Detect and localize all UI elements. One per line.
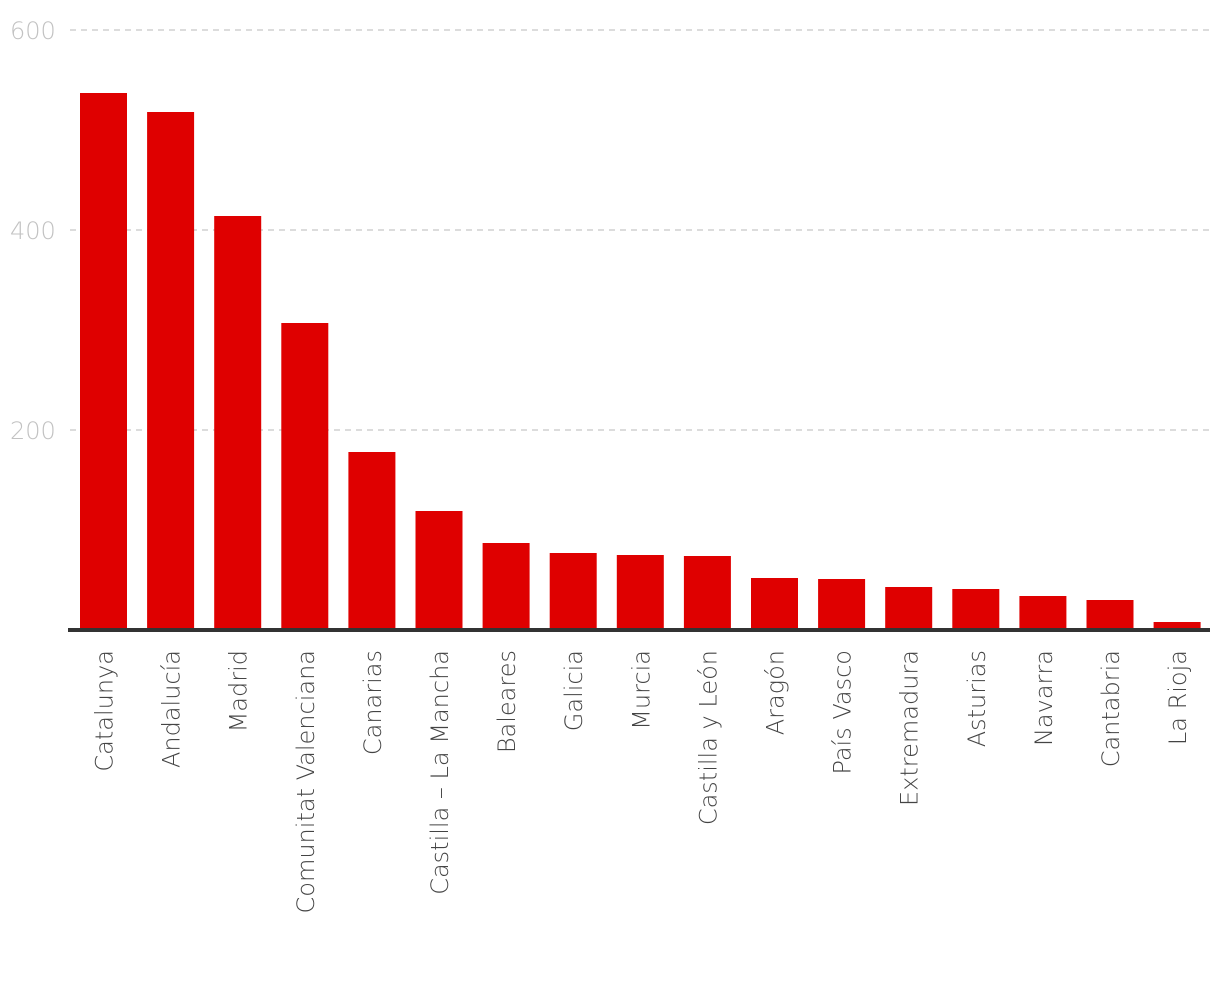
x-tick-label: Galicia [560, 650, 588, 731]
bar-navarra [1019, 596, 1067, 630]
x-tick-label: Extremadura [896, 650, 924, 806]
y-tick-label: 200 [10, 417, 56, 445]
x-tick-label: Catalunya [91, 650, 119, 772]
x-tick-label: Madrid [225, 650, 253, 732]
bar-galicia [549, 553, 597, 630]
x-tick-label: Comunitat Valenciana [292, 650, 320, 913]
x-tick-label: Aragón [762, 650, 790, 735]
bar-baleares [482, 543, 530, 630]
x-tick-label: Castilla – La Mancha [426, 650, 454, 895]
x-tick-label: Canarias [359, 650, 387, 755]
x-tick-label: Baleares [493, 650, 521, 753]
x-tick-label: Castilla y León [694, 650, 722, 825]
x-tick-label: Cantabria [1097, 650, 1125, 767]
bar-arag-n [751, 578, 798, 630]
y-tick-label: 600 [10, 17, 56, 45]
bar-pa-s-vasco [818, 579, 866, 630]
x-tick-label: País Vasco [829, 650, 857, 775]
x-tick-label: Murcia [627, 650, 655, 730]
bar-castilla-la-mancha [415, 511, 463, 630]
bar-comunitat-valenciana [281, 323, 329, 630]
bar-madrid [214, 216, 262, 630]
axes: 200 400 600 Catalunya Andalucía Madrid Comunit… [10, 17, 1210, 913]
bar-murcia [616, 555, 664, 630]
bar-canarias [348, 452, 396, 630]
bar-castilla-y-le-n [683, 556, 731, 630]
x-tick-label: Navarra [1030, 650, 1058, 746]
bar-andaluc-a [147, 112, 195, 630]
y-tick-label: 400 [10, 217, 56, 245]
bar-extremadura [885, 587, 933, 630]
bars [80, 93, 1201, 630]
bar-asturias [952, 589, 1000, 630]
x-tick-label: Asturias [963, 650, 991, 747]
bar-la-rioja [1153, 622, 1201, 630]
x-tick-label: La Rioja [1164, 650, 1192, 745]
bar-cantabria [1086, 600, 1134, 630]
x-tick-label: Andalucía [158, 650, 186, 768]
bar-catalunya [80, 93, 127, 630]
